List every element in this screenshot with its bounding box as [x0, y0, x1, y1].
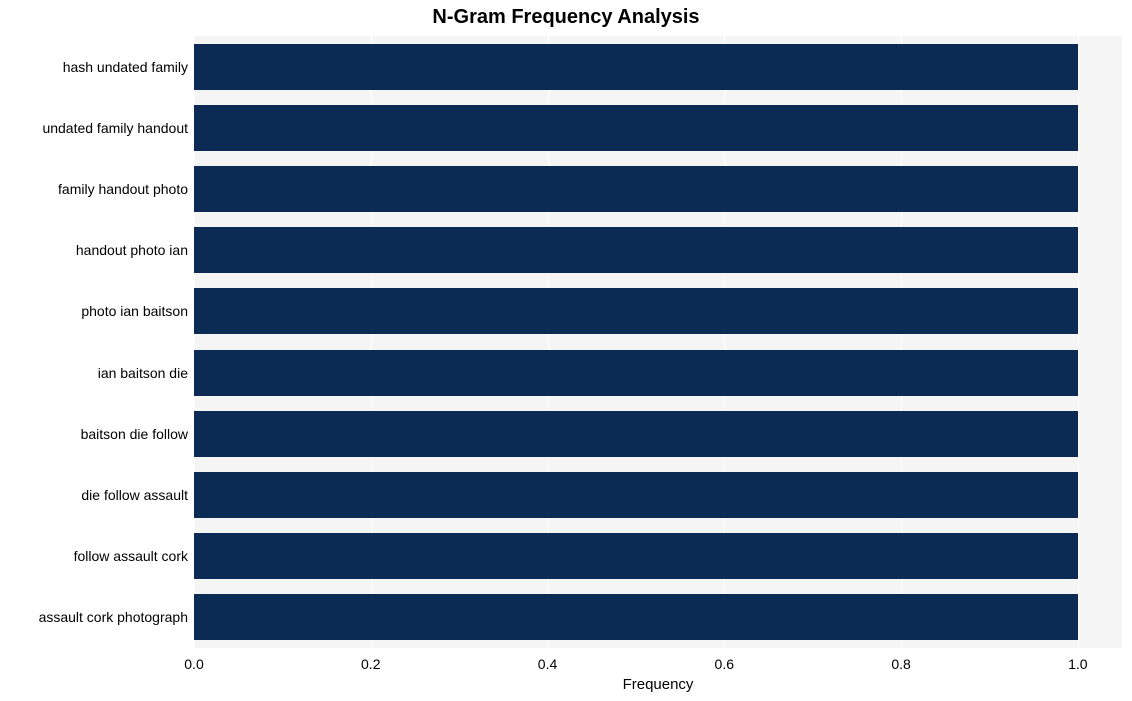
bar	[194, 594, 1078, 640]
bar	[194, 472, 1078, 518]
x-tick-label: 1.0	[1068, 656, 1087, 672]
x-tick-label: 0.4	[538, 656, 557, 672]
bar	[194, 227, 1078, 273]
bar	[194, 350, 1078, 396]
y-tick-label: undated family handout	[42, 120, 188, 136]
x-tick-label: 0.8	[891, 656, 910, 672]
x-tick-label: 0.6	[715, 656, 734, 672]
plot-area	[194, 36, 1122, 648]
bar	[194, 166, 1078, 212]
bar	[194, 411, 1078, 457]
bar	[194, 288, 1078, 334]
x-axis-label: Frequency	[623, 676, 694, 693]
bar	[194, 44, 1078, 90]
y-tick-label: family handout photo	[58, 181, 188, 197]
y-tick-label: assault cork photograph	[39, 609, 188, 625]
bar	[194, 533, 1078, 579]
x-tick-label: 0.2	[361, 656, 380, 672]
y-tick-label: ian baitson die	[98, 365, 188, 381]
y-tick-label: die follow assault	[81, 487, 188, 503]
y-tick-label: handout photo ian	[76, 242, 188, 258]
bar	[194, 105, 1078, 151]
x-tick-label: 0.0	[184, 656, 203, 672]
y-tick-label: hash undated family	[63, 59, 188, 75]
y-tick-label: follow assault cork	[74, 548, 188, 564]
gridline	[1078, 36, 1079, 648]
y-tick-label: photo ian baitson	[81, 303, 188, 319]
chart-title: N-Gram Frequency Analysis	[0, 6, 1132, 29]
ngram-frequency-chart: N-Gram Frequency Analysis hash undated f…	[0, 0, 1132, 701]
y-tick-label: baitson die follow	[81, 426, 188, 442]
